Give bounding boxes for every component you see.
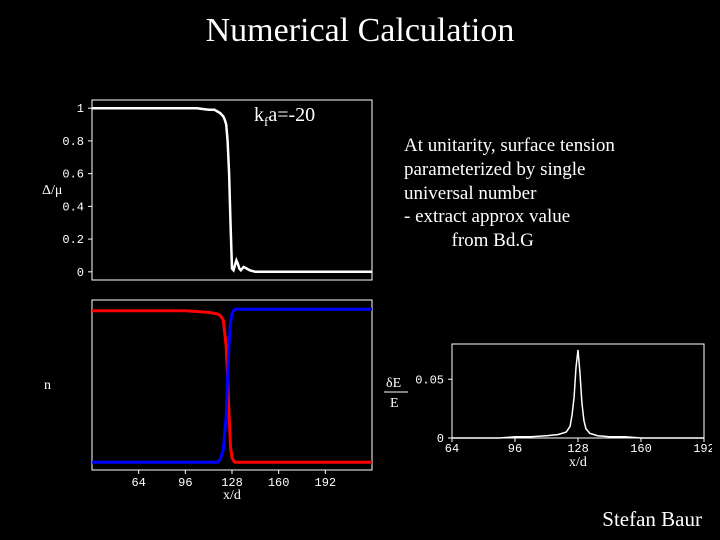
chart-inset: 0 0.05 64 96 128 160 192 x/d δE E bbox=[378, 338, 712, 468]
svg-text:64: 64 bbox=[131, 476, 145, 490]
svg-text:Δ/μ: Δ/μ bbox=[42, 183, 62, 198]
svg-text:x/d: x/d bbox=[223, 488, 241, 502]
svg-text:x/d: x/d bbox=[569, 455, 587, 468]
kf-a-annotation: kfa=-20 bbox=[254, 104, 315, 130]
desc-line-4: - extract approx value bbox=[404, 205, 714, 229]
svg-text:0.6: 0.6 bbox=[62, 168, 84, 182]
svg-text:64: 64 bbox=[445, 442, 459, 456]
author-credit: Stefan Baur bbox=[602, 507, 702, 532]
chart-inset-frame: 0 0.05 64 96 128 160 192 x/d δE E bbox=[378, 338, 712, 468]
desc-line-1: At unitarity, surface tension bbox=[404, 134, 714, 158]
svg-text:0.2: 0.2 bbox=[62, 233, 84, 247]
svg-text:0.8: 0.8 bbox=[62, 135, 84, 149]
desc-line-3: universal number bbox=[404, 182, 714, 206]
svg-text:0: 0 bbox=[437, 432, 444, 446]
svg-text:128: 128 bbox=[567, 442, 589, 456]
chart-bottom: 6496128160192x/dn bbox=[30, 292, 380, 502]
svg-text:160: 160 bbox=[630, 442, 652, 456]
svg-text:192: 192 bbox=[693, 442, 712, 456]
svg-text:0: 0 bbox=[77, 266, 84, 280]
desc-line-2: parameterized by single bbox=[404, 158, 714, 182]
svg-text:E: E bbox=[390, 396, 399, 411]
svg-text:1: 1 bbox=[77, 102, 84, 116]
svg-text:96: 96 bbox=[508, 442, 522, 456]
svg-text:0.05: 0.05 bbox=[415, 373, 444, 387]
chart-top: 0 0.2 0.4 0.6 0.8 1 Δ/μ bbox=[30, 92, 380, 288]
chart-top-frame: 0 0.2 0.4 0.6 0.8 1 Δ/μ bbox=[30, 92, 380, 288]
svg-text:δE: δE bbox=[386, 376, 401, 391]
svg-text:96: 96 bbox=[178, 476, 192, 490]
svg-text:192: 192 bbox=[315, 476, 337, 490]
desc-line-5: from Bd.G bbox=[404, 229, 714, 253]
svg-text:0.4: 0.4 bbox=[62, 200, 84, 214]
chart-bottom-frame: 6496128160192x/dn bbox=[30, 292, 380, 502]
slide-title: Numerical Calculation bbox=[0, 12, 720, 50]
description-text: At unitarity, surface tension parameteri… bbox=[404, 134, 714, 253]
svg-text:n: n bbox=[44, 378, 51, 393]
svg-text:160: 160 bbox=[268, 476, 290, 490]
